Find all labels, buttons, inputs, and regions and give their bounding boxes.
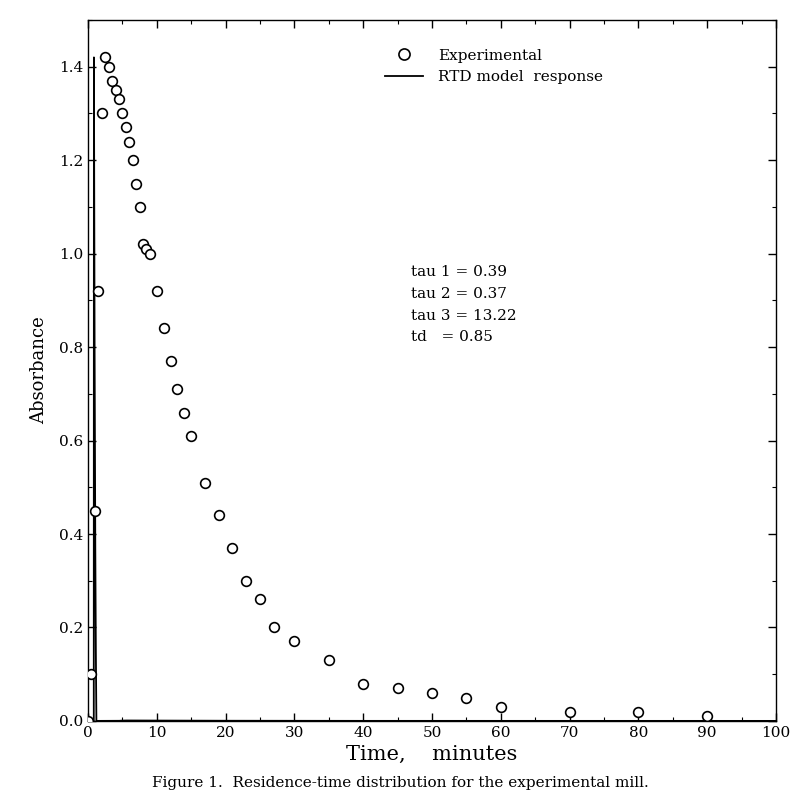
- Text: tau 1 = 0.39
tau 2 = 0.37
tau 3 = 13.22
td   = 0.85: tau 1 = 0.39 tau 2 = 0.37 tau 3 = 13.22 …: [411, 265, 517, 344]
- Text: Figure 1.  Residence-time distribution for the experimental mill.: Figure 1. Residence-time distribution fo…: [152, 775, 648, 790]
- Y-axis label: Absorbance: Absorbance: [30, 316, 48, 425]
- Legend: Experimental, RTD model  response: Experimental, RTD model response: [385, 49, 603, 84]
- X-axis label: Time,    minutes: Time, minutes: [346, 745, 518, 764]
